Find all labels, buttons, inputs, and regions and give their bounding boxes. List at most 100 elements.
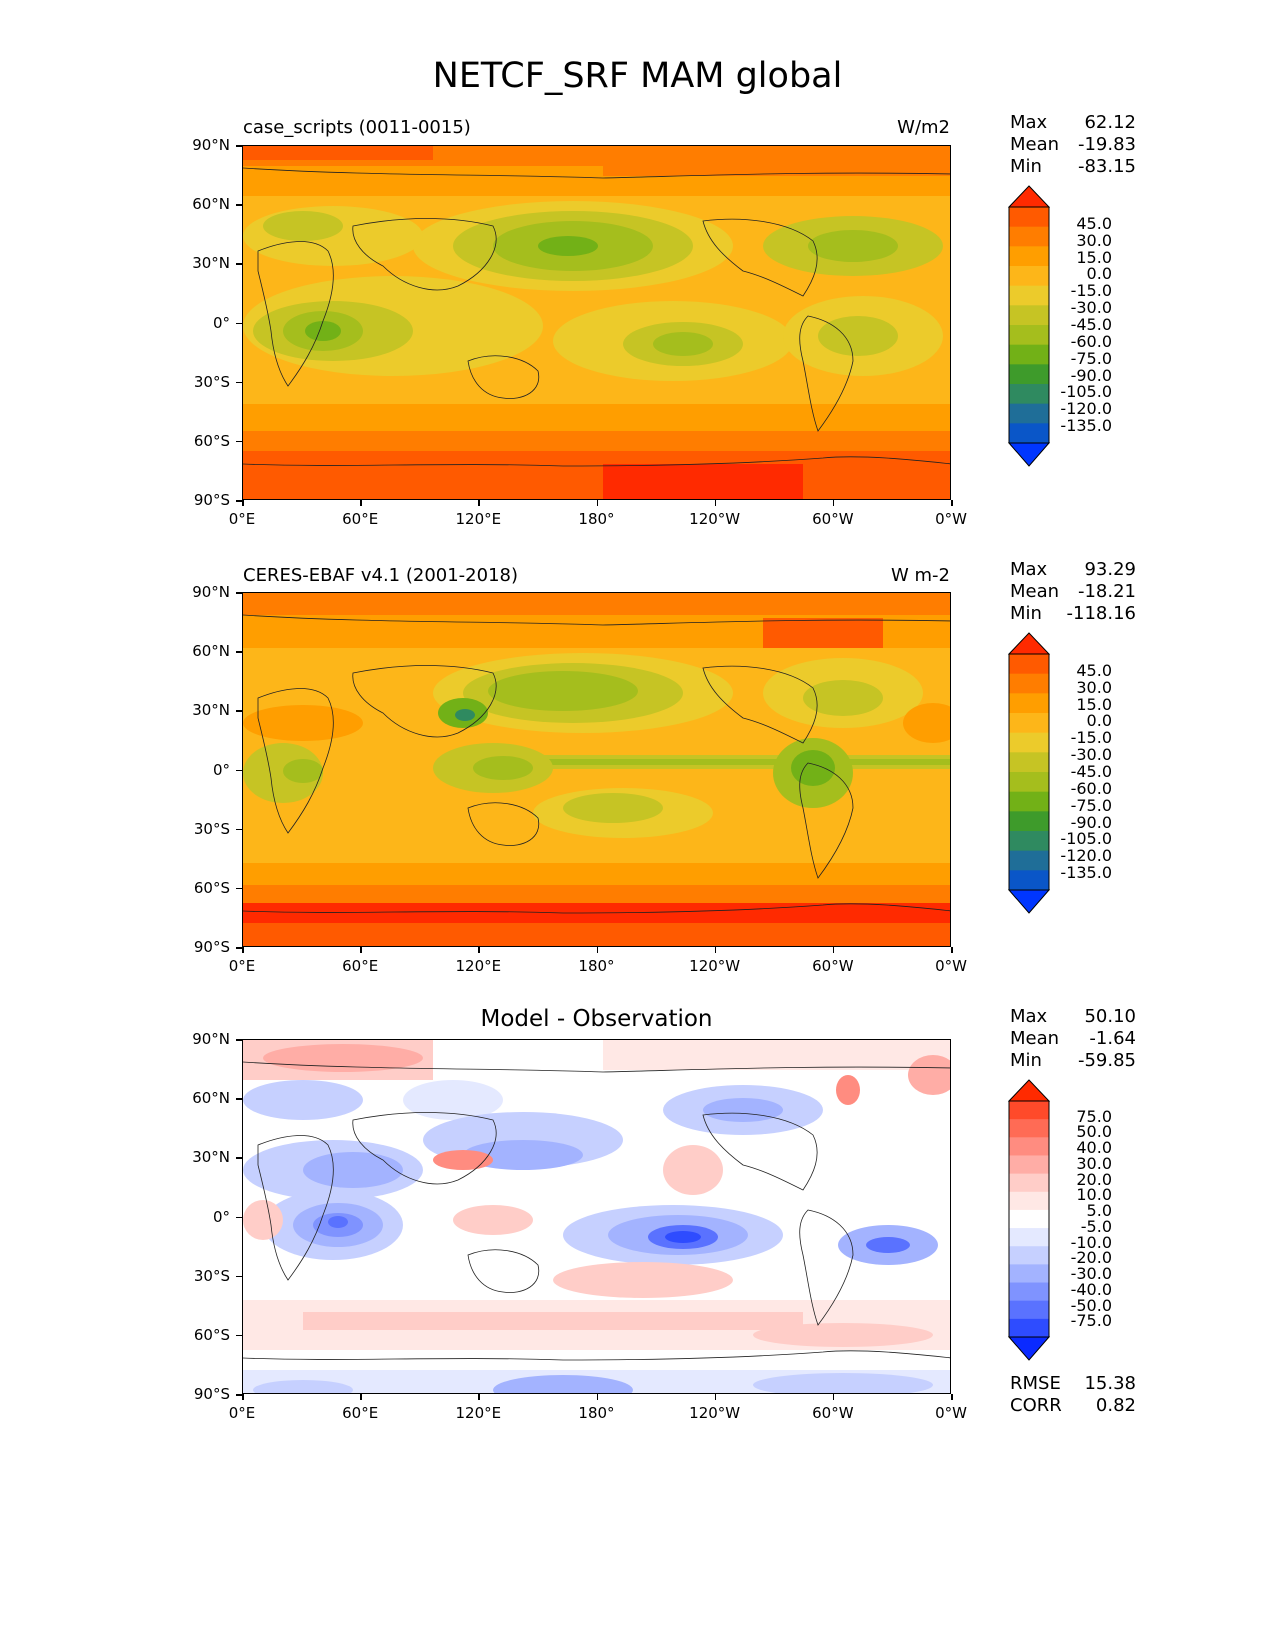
colorbar-tick-label: 20.0	[1076, 1169, 1112, 1189]
y-tick-mark	[236, 1216, 242, 1218]
y-tick-mark	[236, 500, 242, 502]
colorbar-tick-label: 30.0	[1076, 1153, 1112, 1173]
x-tick-label: 0°W	[935, 1404, 967, 1422]
colorbar-tick-label: 0.0	[1086, 264, 1112, 284]
colorbar-tick-label: -50.0	[1070, 1295, 1112, 1315]
x-tick-label: 120°W	[689, 1404, 741, 1422]
x-tick-mark	[242, 947, 244, 953]
y-tick-mark	[236, 204, 242, 206]
colorbar-tick-label: -90.0	[1070, 365, 1112, 385]
colorbar-segment	[1009, 1173, 1049, 1193]
y-tick-mark	[236, 263, 242, 265]
x-tick-mark	[714, 1394, 717, 1400]
colorbar-segment	[1009, 1155, 1049, 1175]
colorbar-segment	[1009, 1300, 1049, 1320]
colorbar-tick-label: -75.0	[1070, 1311, 1112, 1331]
colorbar-tick-label: 40.0	[1076, 1138, 1112, 1158]
colorbar-extend-min	[1008, 1336, 1050, 1361]
panel-stats: Max 62.12 Mean -19.83 Min -83.15	[1010, 112, 1136, 177]
x-tick-mark	[596, 1394, 598, 1400]
colorbar-segment	[1009, 1228, 1049, 1247]
y-tick-mark	[236, 947, 242, 949]
colorbar	[1008, 1079, 1050, 1361]
map-difference	[242, 1039, 951, 1394]
colorbar-segment	[1009, 1137, 1049, 1156]
colorbar-segment	[1009, 673, 1049, 694]
colorbar-tick-label: 15.0	[1076, 694, 1112, 714]
colorbar-extend-max	[1008, 632, 1050, 655]
y-tick-label: 30°N	[192, 1148, 230, 1167]
colorbar-tick-label: -45.0	[1070, 315, 1112, 334]
colorbar-tick-label: -30.0	[1070, 745, 1112, 765]
colorbar-segment	[1009, 1119, 1049, 1138]
colorbar-tick-label: -15.0	[1070, 728, 1112, 748]
colorbar-tick-label: 45.0	[1076, 213, 1112, 233]
y-tick-mark	[236, 1394, 242, 1396]
colorbar-extend-max	[1008, 185, 1050, 208]
colorbar-segment	[1009, 207, 1049, 228]
map-field	[243, 593, 950, 946]
colorbar-segment	[1009, 344, 1049, 365]
colorbar-segment	[1009, 266, 1049, 287]
x-tick-label: 180°	[578, 1404, 615, 1422]
colorbar-segment	[1009, 1101, 1049, 1120]
y-tick-mark	[236, 828, 242, 831]
x-tick-mark	[714, 500, 717, 506]
y-tick-label: 0°	[212, 313, 230, 332]
colorbar-tick-label: 75.0	[1076, 1106, 1112, 1126]
y-tick-mark	[236, 710, 242, 712]
y-tick-mark	[236, 1334, 242, 1337]
colorbar-tick-label: -90.0	[1070, 812, 1112, 832]
map-model	[242, 145, 951, 500]
colorbar-segment	[1009, 305, 1049, 326]
colorbar-tick-label: -30.0	[1070, 298, 1112, 318]
colorbar-segment	[1009, 423, 1049, 444]
colorbar-tick-label: 30.0	[1076, 677, 1112, 697]
colorbar-tick-label: -60.0	[1070, 778, 1112, 798]
colorbar-outline	[1008, 206, 1050, 444]
colorbar-segment	[1009, 1318, 1049, 1338]
colorbar-tick-label: 10.0	[1076, 1185, 1112, 1205]
panel-right-title: W m-2	[890, 565, 950, 586]
panel-stats: Max 93.29 Mean -18.21 Min -118.16	[1010, 559, 1136, 624]
colorbar-segment	[1009, 732, 1049, 753]
x-tick-label: 60°W	[812, 1404, 854, 1422]
colorbar-segment	[1009, 226, 1049, 247]
colorbar-tick-label: -75.0	[1070, 348, 1112, 368]
figure-title: NETCF_SRF MAM global	[432, 56, 843, 96]
colorbar-tick-label: 15.0	[1076, 247, 1112, 267]
colorbar-extend-min	[1008, 889, 1050, 914]
colorbar-segment	[1009, 403, 1049, 424]
x-tick-label: 120°E	[455, 957, 502, 975]
y-tick-label: 60°S	[193, 431, 230, 450]
x-tick-mark	[360, 500, 362, 506]
colorbar-extend-max	[1008, 1079, 1050, 1102]
y-tick-mark	[236, 651, 242, 653]
x-tick-mark	[596, 500, 598, 506]
y-tick-label: 90°S	[193, 1385, 230, 1403]
y-tick-mark	[236, 1275, 242, 1278]
y-tick-label: 90°S	[193, 938, 230, 956]
colorbar-segment	[1009, 831, 1049, 852]
colorbar-tick-label: -75.0	[1070, 795, 1112, 815]
x-tick-label: 180°	[578, 957, 615, 975]
y-tick-label: 60°S	[193, 878, 230, 897]
y-tick-label: 0°	[212, 1207, 230, 1226]
colorbar-segment	[1009, 1264, 1049, 1284]
colorbar-tick-label: -60.0	[1070, 331, 1112, 351]
colorbar-segment	[1009, 325, 1049, 346]
x-tick-mark	[832, 500, 835, 506]
y-tick-mark	[236, 1039, 242, 1041]
y-tick-mark	[236, 322, 242, 324]
x-tick-label: 60°E	[342, 510, 379, 528]
panel-footer-stats: RMSE 15.38 CORR 0.82	[1010, 1373, 1136, 1416]
panel-left-title: CERES-EBAF v4.1 (2001-2018)	[243, 565, 519, 586]
x-tick-label: 120°W	[689, 510, 741, 528]
colorbar-tick-label: -5.0	[1080, 1216, 1112, 1236]
y-tick-label: 90°N	[192, 1030, 230, 1048]
panel-stats: Max 50.10 Mean -1.64 Min -59.85	[1010, 1006, 1136, 1071]
y-tick-label: 90°N	[192, 136, 230, 154]
x-tick-label: 60°E	[342, 957, 379, 975]
x-tick-label: 0°E	[228, 957, 256, 975]
x-tick-mark	[596, 947, 598, 953]
